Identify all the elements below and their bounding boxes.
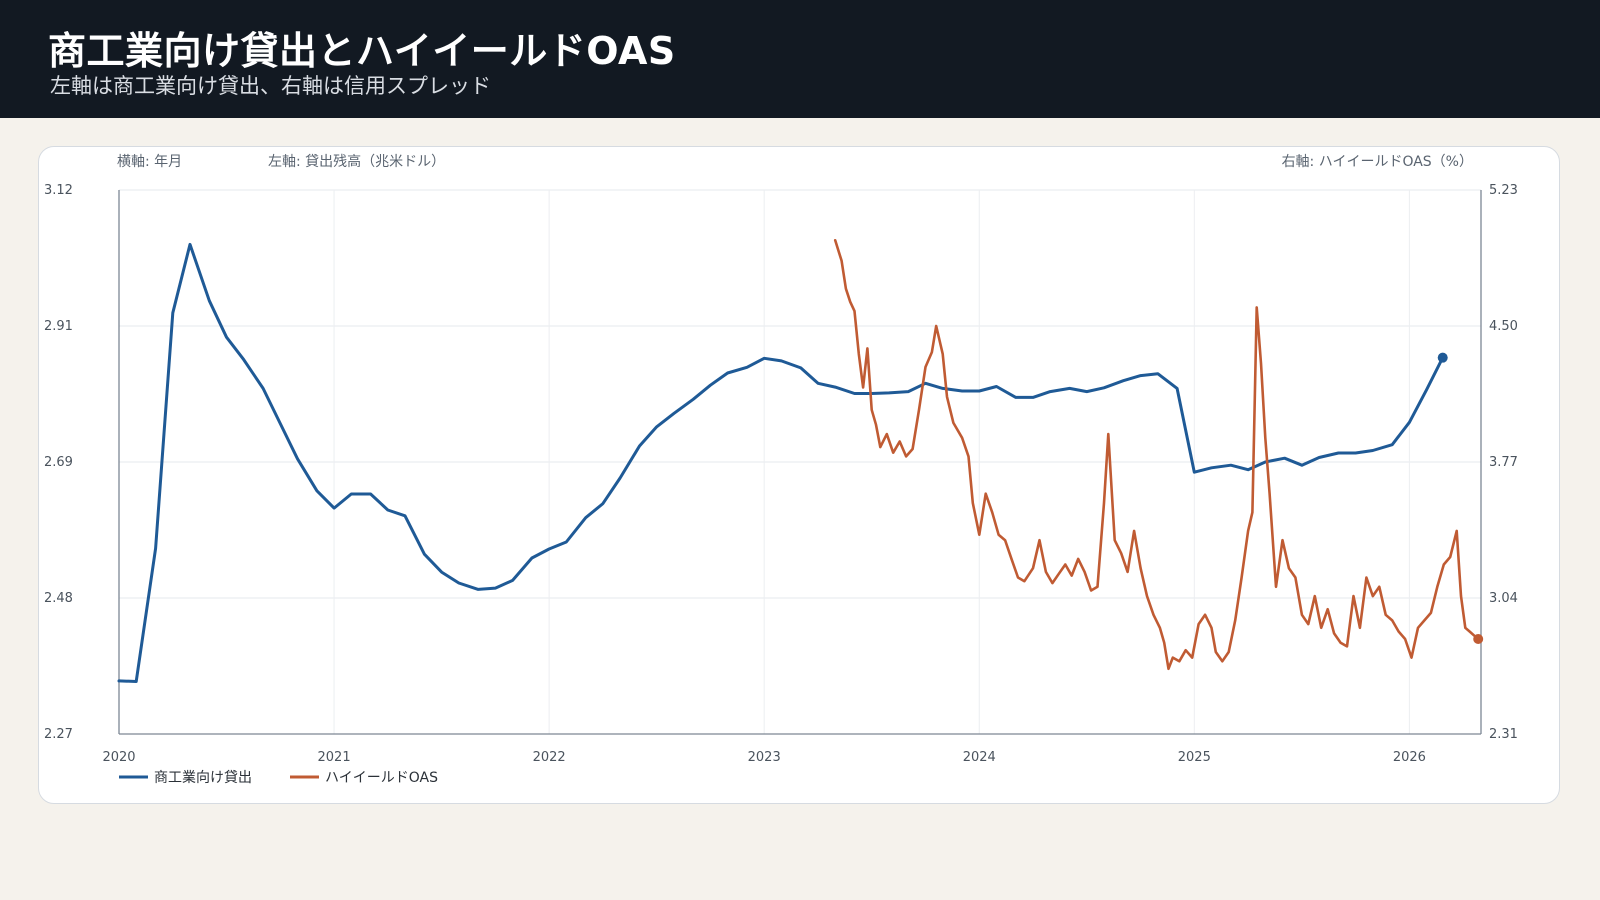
x-tick-label: 2023 [748,750,781,765]
page-subtitle: 左軸は商工業向け貸出、右軸は信用スプレッド [50,74,491,98]
x-tick-label: 2022 [533,750,566,765]
right-axis-label: 右軸: ハイイールドOAS（%） [1282,154,1473,170]
y-right-tick-label: 4.50 [1489,319,1518,334]
series-line-loans [117,242,1445,683]
y-left-tick-label: 2.48 [44,591,73,606]
x-tick-label: 2025 [1178,750,1211,765]
chart-ticks: 3.12 5.23 2.91 4.50 2.69 3.77 2.48 3.04 2.27 2.31… [44,183,1518,765]
series-end-point-oas [1473,633,1484,644]
y-left-tick-label: 2.91 [44,319,73,334]
page-title: 商工業向け貸出とハイイールドOAS [48,29,676,73]
y-left-tick-label: 2.69 [44,455,73,470]
series-end-point-loans [1437,352,1448,363]
y-left-tick-label: 3.12 [44,183,73,198]
x-tick-label: 2026 [1393,750,1426,765]
chart-series [117,239,1484,683]
legend-label-loans: 商工業向け貸出 [154,770,252,786]
y-left-tick-label: 2.27 [44,727,73,742]
page-header: 商工業向け貸出とハイイールドOAS 左軸は商工業向け貸出、右軸は信用スプレッド [0,0,1600,118]
series-line-oas [833,239,1480,671]
y-right-tick-label: 3.77 [1489,455,1518,470]
legend-label-oas: ハイイールドOAS [325,770,438,786]
x-axis-label: 横軸: 年月 [117,154,182,170]
left-axis-label: 左軸: 貸出残高（兆米ドル） [268,153,445,170]
chart-card [38,146,1560,804]
legend: 商工業向け貸出 ハイイールドOAS [119,770,438,786]
x-tick-label: 2021 [318,750,351,765]
x-tick-label: 2024 [963,750,996,765]
y-right-tick-label: 2.31 [1489,727,1518,742]
x-tick-label: 2020 [102,750,135,765]
chart-grid [119,189,1481,734]
y-right-tick-label: 5.23 [1489,183,1518,198]
y-right-tick-label: 3.04 [1489,591,1518,606]
